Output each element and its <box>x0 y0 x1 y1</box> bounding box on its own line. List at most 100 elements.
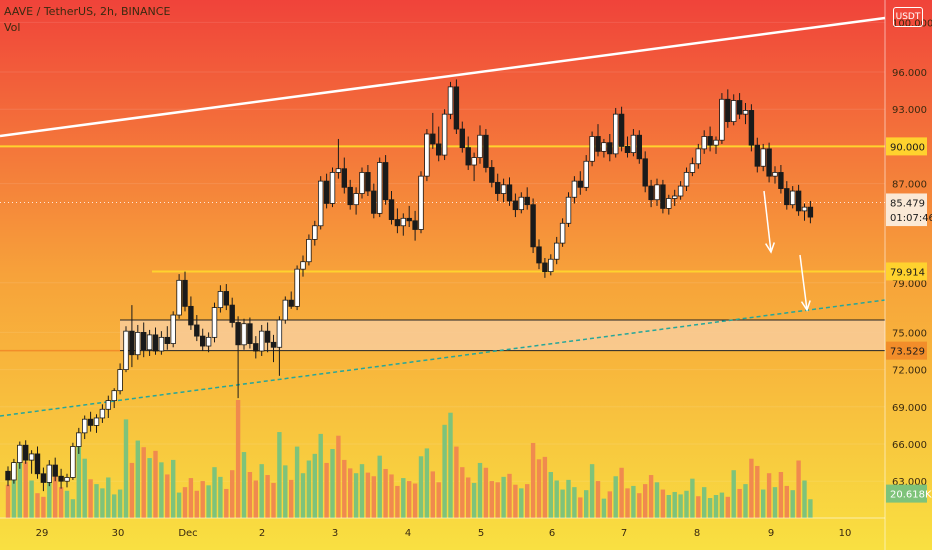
candle-body-49 <box>294 268 300 307</box>
candle-body-18 <box>111 390 117 401</box>
candle-5 <box>34 446 41 479</box>
volume-bar-89 <box>530 442 536 518</box>
candle-body-34 <box>205 336 212 347</box>
volume-bar-57 <box>342 459 347 518</box>
candle-body-93 <box>554 242 560 260</box>
price-badge-text-5: 20.618K <box>890 490 932 501</box>
candle-50 <box>300 255 306 277</box>
candle-0 <box>5 466 11 487</box>
candle-body-32 <box>194 324 200 337</box>
candle-38 <box>229 297 235 328</box>
candle-125 <box>742 103 749 125</box>
volume-bar-99 <box>589 464 595 518</box>
volume-legend: Vol <box>4 21 21 34</box>
volume-bar-95 <box>566 479 571 518</box>
volume-bar-50 <box>300 473 306 518</box>
candle-10 <box>64 473 70 488</box>
candle-body-16 <box>99 408 106 419</box>
volume-bar-48 <box>289 479 294 518</box>
volume-bar-80 <box>477 462 483 518</box>
candle-8 <box>52 457 58 482</box>
candle-112 <box>666 194 672 215</box>
arrow-second-leg-shaft <box>799 254 808 311</box>
currency-button[interactable]: USDT <box>893 7 923 27</box>
candle-body-135 <box>801 206 808 212</box>
candle-31 <box>188 296 194 330</box>
volume-bar-12 <box>76 442 81 518</box>
volume-bar-75 <box>448 412 453 518</box>
volume-bar-120 <box>713 495 719 518</box>
candle-116 <box>689 157 696 177</box>
candle-body-5 <box>34 453 41 475</box>
candle-64 <box>382 155 389 205</box>
candle-body-70 <box>418 175 424 230</box>
volume-bar-40 <box>241 452 247 518</box>
volume-bar-58 <box>348 468 353 518</box>
time-label-11: 10 <box>839 528 852 539</box>
candle-96 <box>571 176 578 204</box>
volume-bar-110 <box>654 482 660 518</box>
candle-121 <box>719 93 725 144</box>
volume-bar-26 <box>159 462 164 518</box>
candle-body-61 <box>365 172 371 192</box>
volume-bar-93 <box>554 480 559 518</box>
candle-body-82 <box>489 167 495 183</box>
candle-body-72 <box>430 133 436 145</box>
candle-54 <box>323 173 330 209</box>
candle-body-57 <box>341 168 347 188</box>
symbol-title[interactable]: AAVE / TetherUS, 2h, BINANCE <box>4 5 171 18</box>
candle-body-28 <box>170 314 176 344</box>
candle-body-6 <box>40 473 47 483</box>
volume-bar-111 <box>660 489 666 518</box>
volume-bar-61 <box>365 472 371 518</box>
volume-bar-124 <box>737 488 742 518</box>
volume-bar-101 <box>601 498 607 518</box>
candle-136 <box>807 200 814 224</box>
arrow-first-leg <box>763 190 776 254</box>
projection-arrows[interactable] <box>763 190 811 312</box>
candle-body-110 <box>654 184 660 201</box>
candle-body-14 <box>87 418 94 426</box>
candle-71 <box>424 129 430 182</box>
volume-bar-70 <box>418 456 424 518</box>
price-tick-label-8: 69.000 <box>892 403 927 414</box>
arrow-second-leg <box>799 254 811 312</box>
candle-25 <box>152 327 159 355</box>
candle-body-136 <box>807 206 814 218</box>
price-axis[interactable]: 100.000 96.000 93.000 90.000 87.000 79.000 75.… <box>884 0 932 550</box>
candle-13 <box>82 415 88 440</box>
candle-83 <box>494 173 501 201</box>
candle-body-47 <box>282 299 288 321</box>
candle-103 <box>613 107 619 158</box>
candle-body-116 <box>689 163 696 173</box>
candle-3 <box>22 440 29 464</box>
volume-bar-63 <box>377 455 382 518</box>
candle-body-63 <box>376 162 383 214</box>
candle-body-97 <box>577 180 583 188</box>
time-label-9: 8 <box>694 528 700 539</box>
volume-bar-79 <box>471 482 477 518</box>
volume-bar-66 <box>395 485 400 518</box>
candle-91 <box>542 258 548 278</box>
volume-bar-81 <box>483 467 489 518</box>
candle-body-8 <box>52 464 58 477</box>
candle-body-132 <box>784 188 790 206</box>
volume-bar-90 <box>536 459 542 518</box>
volume-bar-16 <box>100 488 105 518</box>
candle-16 <box>99 404 106 423</box>
candle-67 <box>400 213 406 236</box>
candle-body-121 <box>719 98 725 141</box>
candle-body-87 <box>518 196 524 211</box>
time-axis[interactable]: 29 30 Dec 2 3 4 5 6 7 8 9 10 <box>0 517 885 539</box>
candle-92 <box>548 254 554 276</box>
candle-body-4 <box>28 453 35 461</box>
candle-body-13 <box>82 418 88 434</box>
volume-bar-30 <box>182 487 188 518</box>
candle-body-117 <box>695 148 701 165</box>
candle-body-91 <box>542 262 548 273</box>
candle-69 <box>412 210 418 241</box>
candle-body-64 <box>382 162 389 201</box>
candle-49 <box>294 265 300 311</box>
candle-12 <box>76 427 82 454</box>
